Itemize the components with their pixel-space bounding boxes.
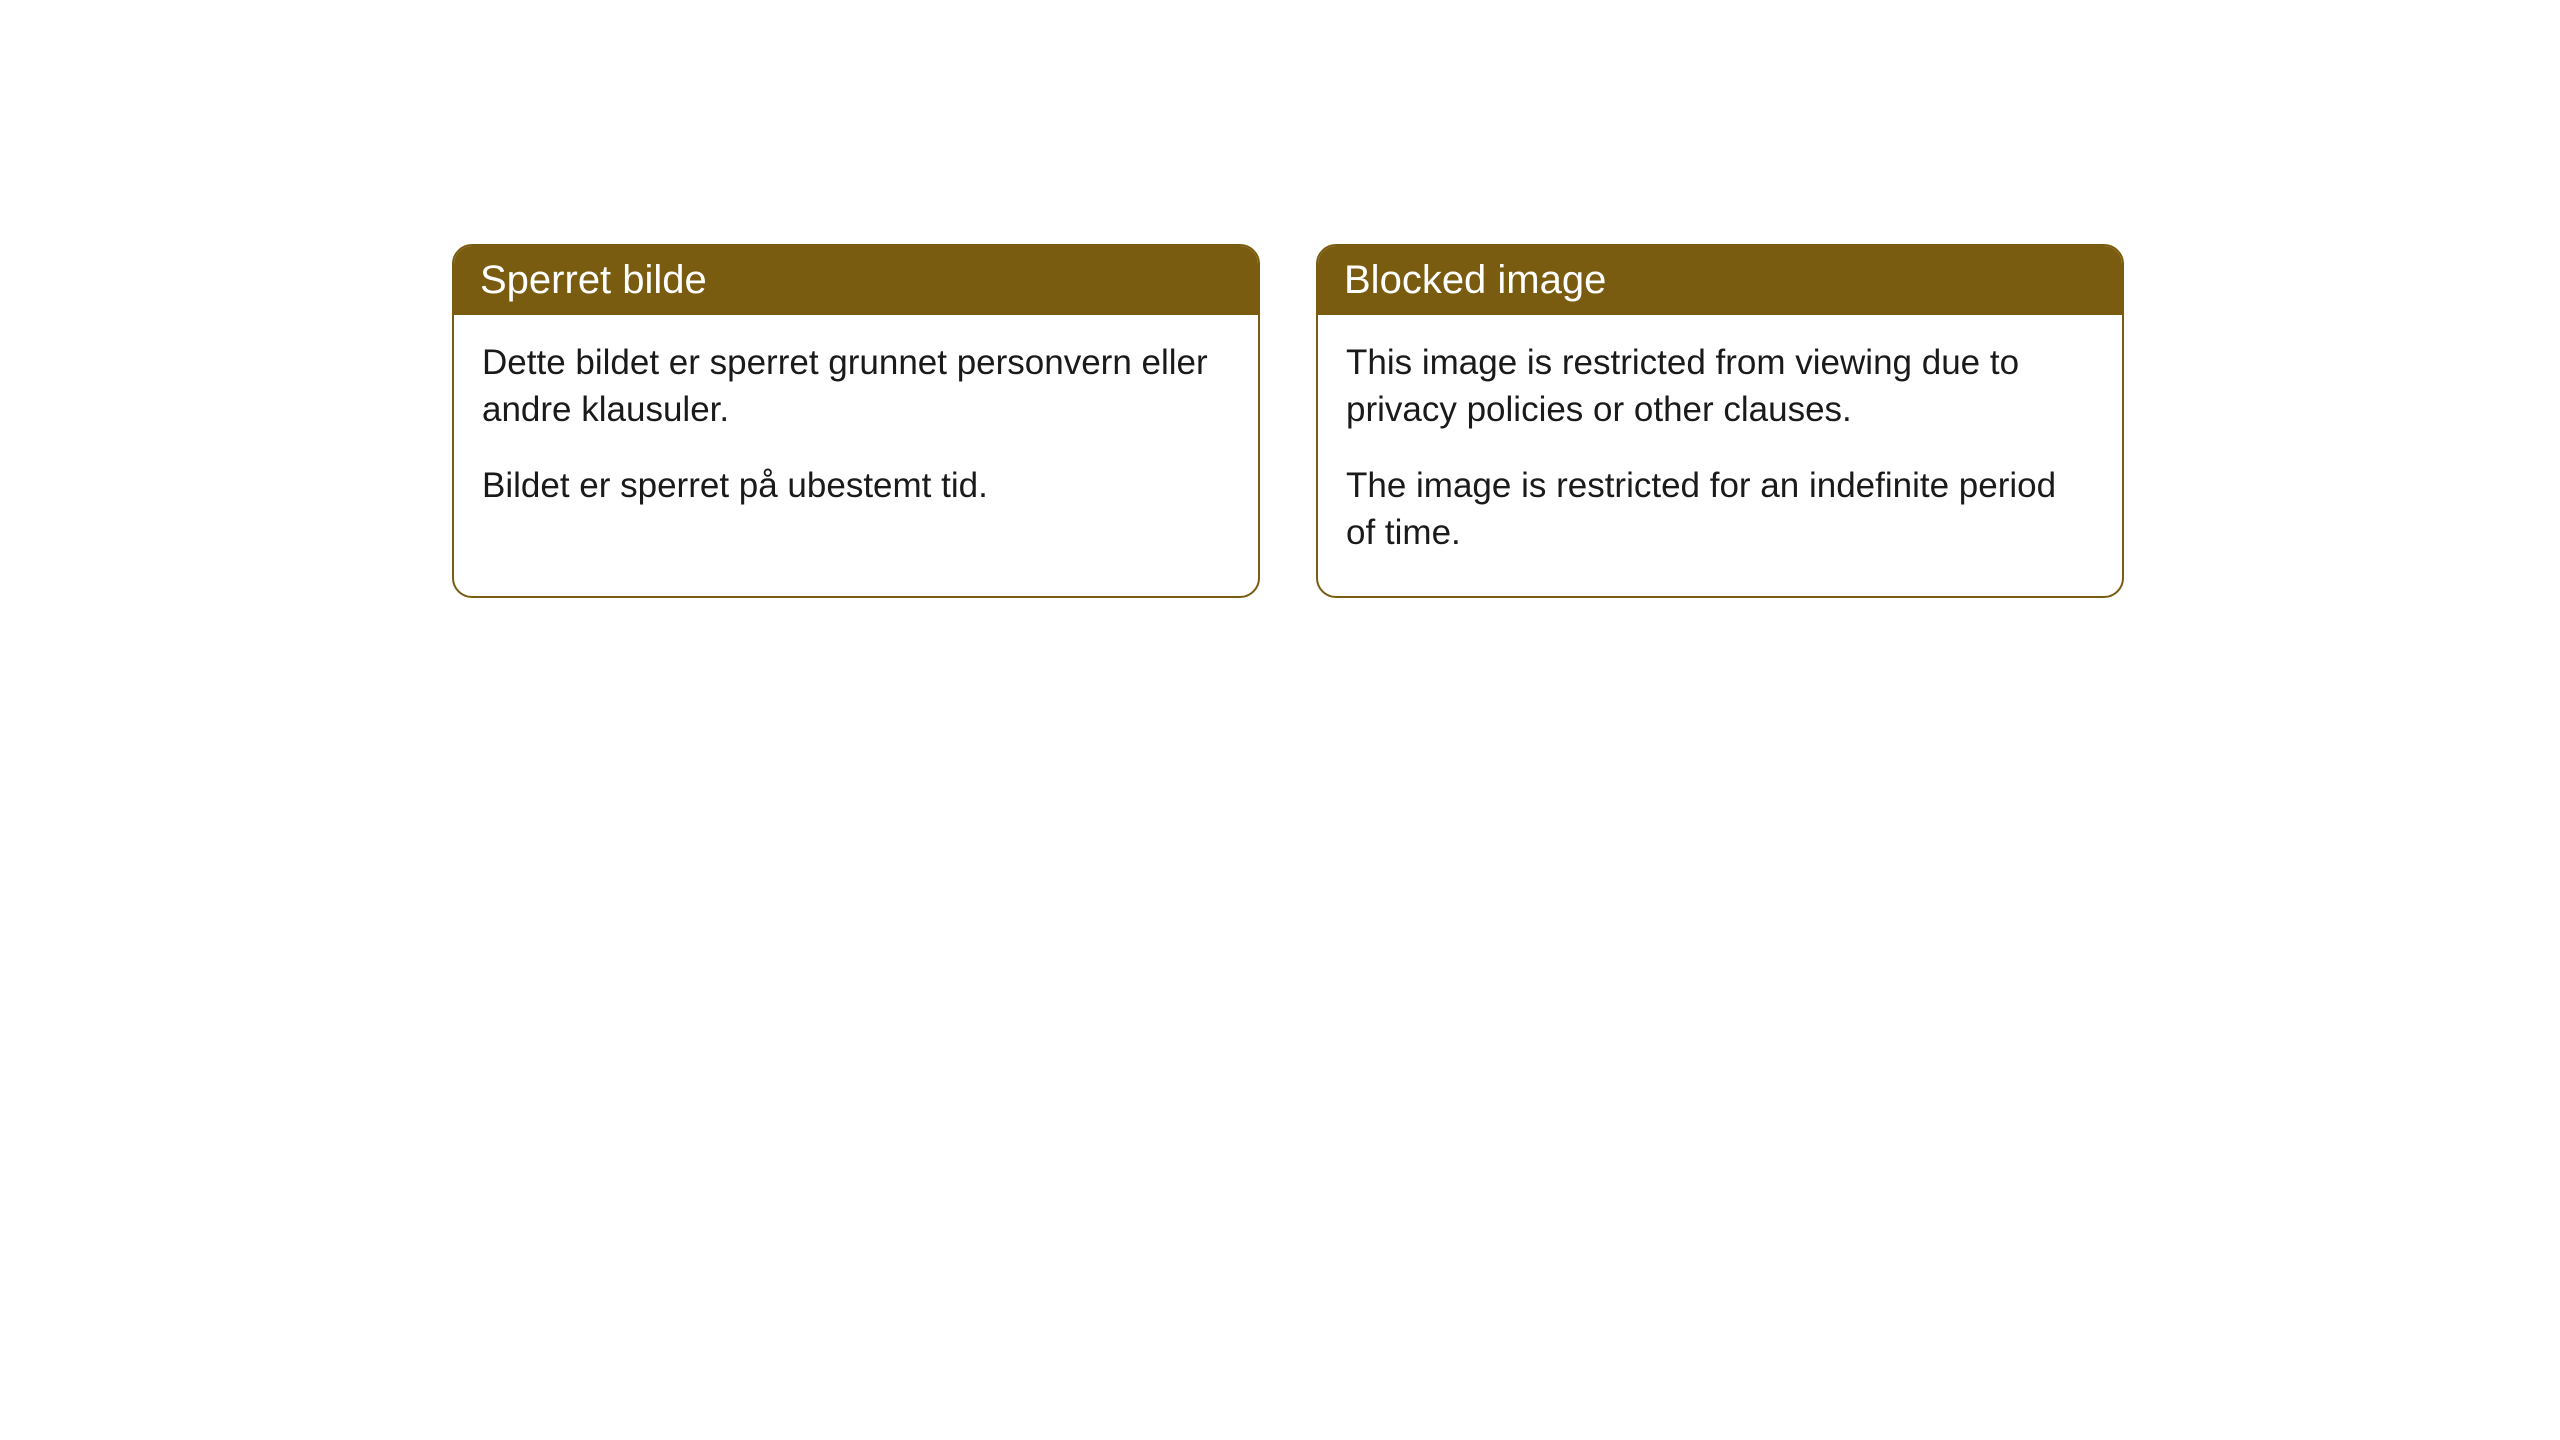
card-para2-no: Bildet er sperret på ubestemt tid.	[482, 462, 1230, 509]
card-header-no: Sperret bilde	[454, 246, 1258, 315]
blocked-image-card-no: Sperret bilde Dette bildet er sperret gr…	[452, 244, 1260, 598]
card-title-no: Sperret bilde	[480, 258, 707, 302]
blocked-image-card-en: Blocked image This image is restricted f…	[1316, 244, 2124, 598]
card-title-en: Blocked image	[1344, 258, 1606, 302]
card-para1-no: Dette bildet er sperret grunnet personve…	[482, 339, 1230, 434]
card-body-en: This image is restricted from viewing du…	[1318, 315, 2122, 596]
card-header-en: Blocked image	[1318, 246, 2122, 315]
card-para1-en: This image is restricted from viewing du…	[1346, 339, 2094, 434]
card-para2-en: The image is restricted for an indefinit…	[1346, 462, 2094, 557]
notice-cards-container: Sperret bilde Dette bildet er sperret gr…	[452, 244, 2124, 598]
card-body-no: Dette bildet er sperret grunnet personve…	[454, 315, 1258, 549]
